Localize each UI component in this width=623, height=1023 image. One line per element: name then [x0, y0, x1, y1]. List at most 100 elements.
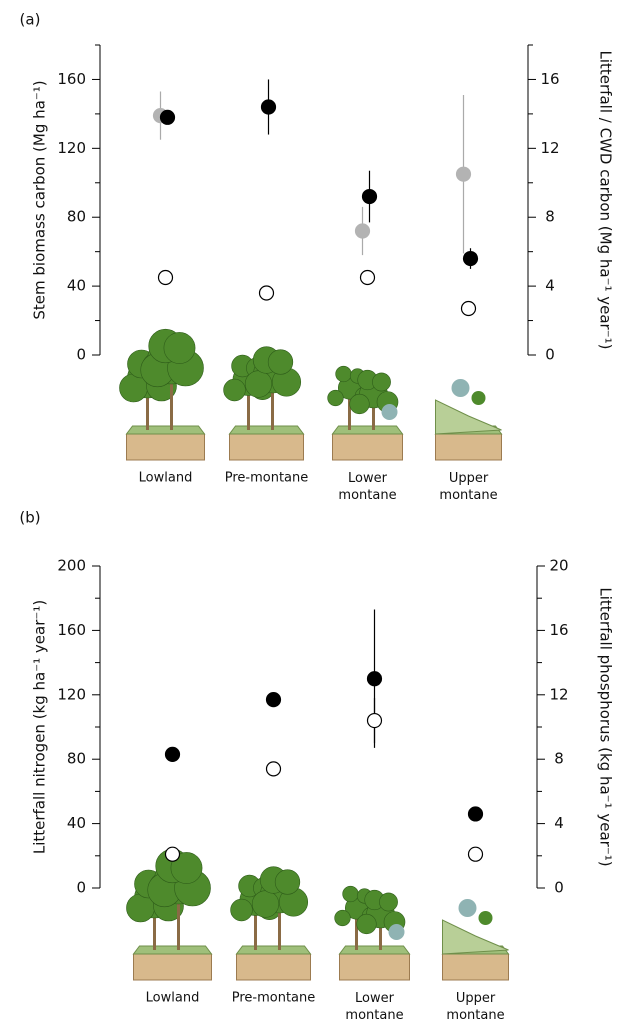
y2-tick-label: 4 — [545, 277, 555, 295]
tree-crown — [372, 373, 390, 391]
y2-tick-label: 16 — [549, 621, 568, 639]
y-tick-label: 0 — [76, 879, 86, 897]
tree-crown — [335, 910, 351, 926]
forest-illustration — [436, 379, 502, 460]
forest-illustration — [127, 849, 212, 980]
soil-block — [134, 954, 212, 980]
tree-fern — [382, 404, 398, 420]
tree-crown — [328, 390, 344, 406]
slope — [443, 920, 509, 954]
tree-crown — [224, 379, 246, 401]
tree-crown — [479, 911, 493, 925]
figure: (a)040801201600481216Stem biomass carbon… — [0, 0, 623, 1023]
forest-illustration — [224, 347, 304, 460]
tree-crown — [164, 332, 195, 363]
data-point — [267, 693, 281, 707]
x-category-label: Pre-montane — [232, 991, 316, 1006]
y-tick-label: 120 — [57, 139, 86, 157]
soil-block — [237, 954, 311, 980]
forest-illustration — [120, 329, 205, 460]
tree-crown — [472, 391, 486, 405]
soil-block — [230, 434, 304, 460]
soil-block — [340, 954, 410, 980]
y-axis-label: Litterfall nitrogen (kg ha⁻¹ year⁻¹) — [31, 600, 49, 854]
tree-crown — [459, 899, 477, 917]
data-point — [262, 100, 276, 114]
y-tick-label: 160 — [57, 621, 86, 639]
ground — [127, 426, 205, 434]
tree-crown — [336, 366, 352, 382]
y-tick-label: 0 — [76, 346, 86, 364]
y-tick-label: 80 — [67, 750, 86, 768]
panel-label: (a) — [20, 11, 41, 29]
data-point — [356, 224, 370, 238]
data-point — [368, 714, 382, 728]
y2-tick-label: 16 — [540, 70, 559, 88]
forest-illustration — [231, 867, 311, 980]
soil-block — [436, 434, 502, 460]
ground — [134, 946, 212, 954]
y-tick-label: 80 — [67, 208, 86, 226]
y-tick-label: 200 — [57, 557, 86, 575]
data-point — [166, 747, 180, 761]
forest-illustration — [335, 886, 410, 980]
data-point — [267, 762, 281, 776]
ground — [237, 946, 311, 954]
tree-crown — [452, 379, 470, 397]
data-point — [260, 286, 274, 300]
data-point — [464, 252, 478, 266]
data-point — [159, 271, 173, 285]
panel-label: (b) — [19, 509, 40, 527]
y-tick-label: 40 — [67, 277, 86, 295]
tree-crown — [343, 886, 359, 902]
y2-tick-label: 8 — [554, 750, 564, 768]
forest-illustration — [443, 899, 509, 980]
y-axis-label: Stem biomass carbon (Mg ha⁻¹) — [31, 80, 49, 319]
ground — [333, 426, 403, 434]
y-tick-label: 40 — [67, 814, 86, 832]
y2-tick-label: 4 — [554, 814, 564, 832]
ground — [230, 426, 304, 434]
x-category-label: Lowland — [146, 991, 200, 1006]
slope — [436, 400, 502, 434]
soil-block — [127, 434, 205, 460]
tree-crown — [350, 394, 370, 414]
data-point — [368, 672, 382, 686]
y2-tick-label: 8 — [545, 208, 555, 226]
forest-illustration — [328, 366, 403, 460]
soil-block — [443, 954, 509, 980]
tree-crown — [379, 893, 397, 911]
tree-crown — [357, 914, 377, 934]
y2-tick-label: 0 — [554, 879, 564, 897]
x-category-label: Pre-montane — [225, 471, 309, 486]
ground — [340, 946, 410, 954]
y-tick-label: 160 — [57, 70, 86, 88]
data-point — [469, 807, 483, 821]
y-tick-label: 120 — [57, 685, 86, 703]
y2-axis-label: Litterfall phosphorus (kg ha⁻¹ year⁻¹) — [597, 587, 615, 866]
y2-axis-label: Litterfall / CWD carbon (Mg ha⁻¹ year⁻¹) — [597, 50, 615, 349]
tree-crown — [231, 899, 253, 921]
soil-block — [333, 434, 403, 460]
data-point — [469, 847, 483, 861]
data-point — [361, 271, 375, 285]
y2-tick-label: 0 — [545, 346, 555, 364]
tree-crown — [275, 870, 300, 895]
tree-crown — [268, 350, 293, 375]
data-point — [462, 302, 476, 316]
data-point — [166, 847, 180, 861]
data-point — [457, 167, 471, 181]
data-point — [363, 190, 377, 204]
tree-crown — [252, 891, 279, 918]
y2-tick-label: 12 — [540, 139, 559, 157]
x-category-label: Lowland — [139, 471, 193, 486]
y2-tick-label: 20 — [549, 557, 568, 575]
data-point — [161, 110, 175, 124]
tree-crown — [245, 371, 272, 398]
y2-tick-label: 12 — [549, 685, 568, 703]
tree-fern — [389, 924, 405, 940]
